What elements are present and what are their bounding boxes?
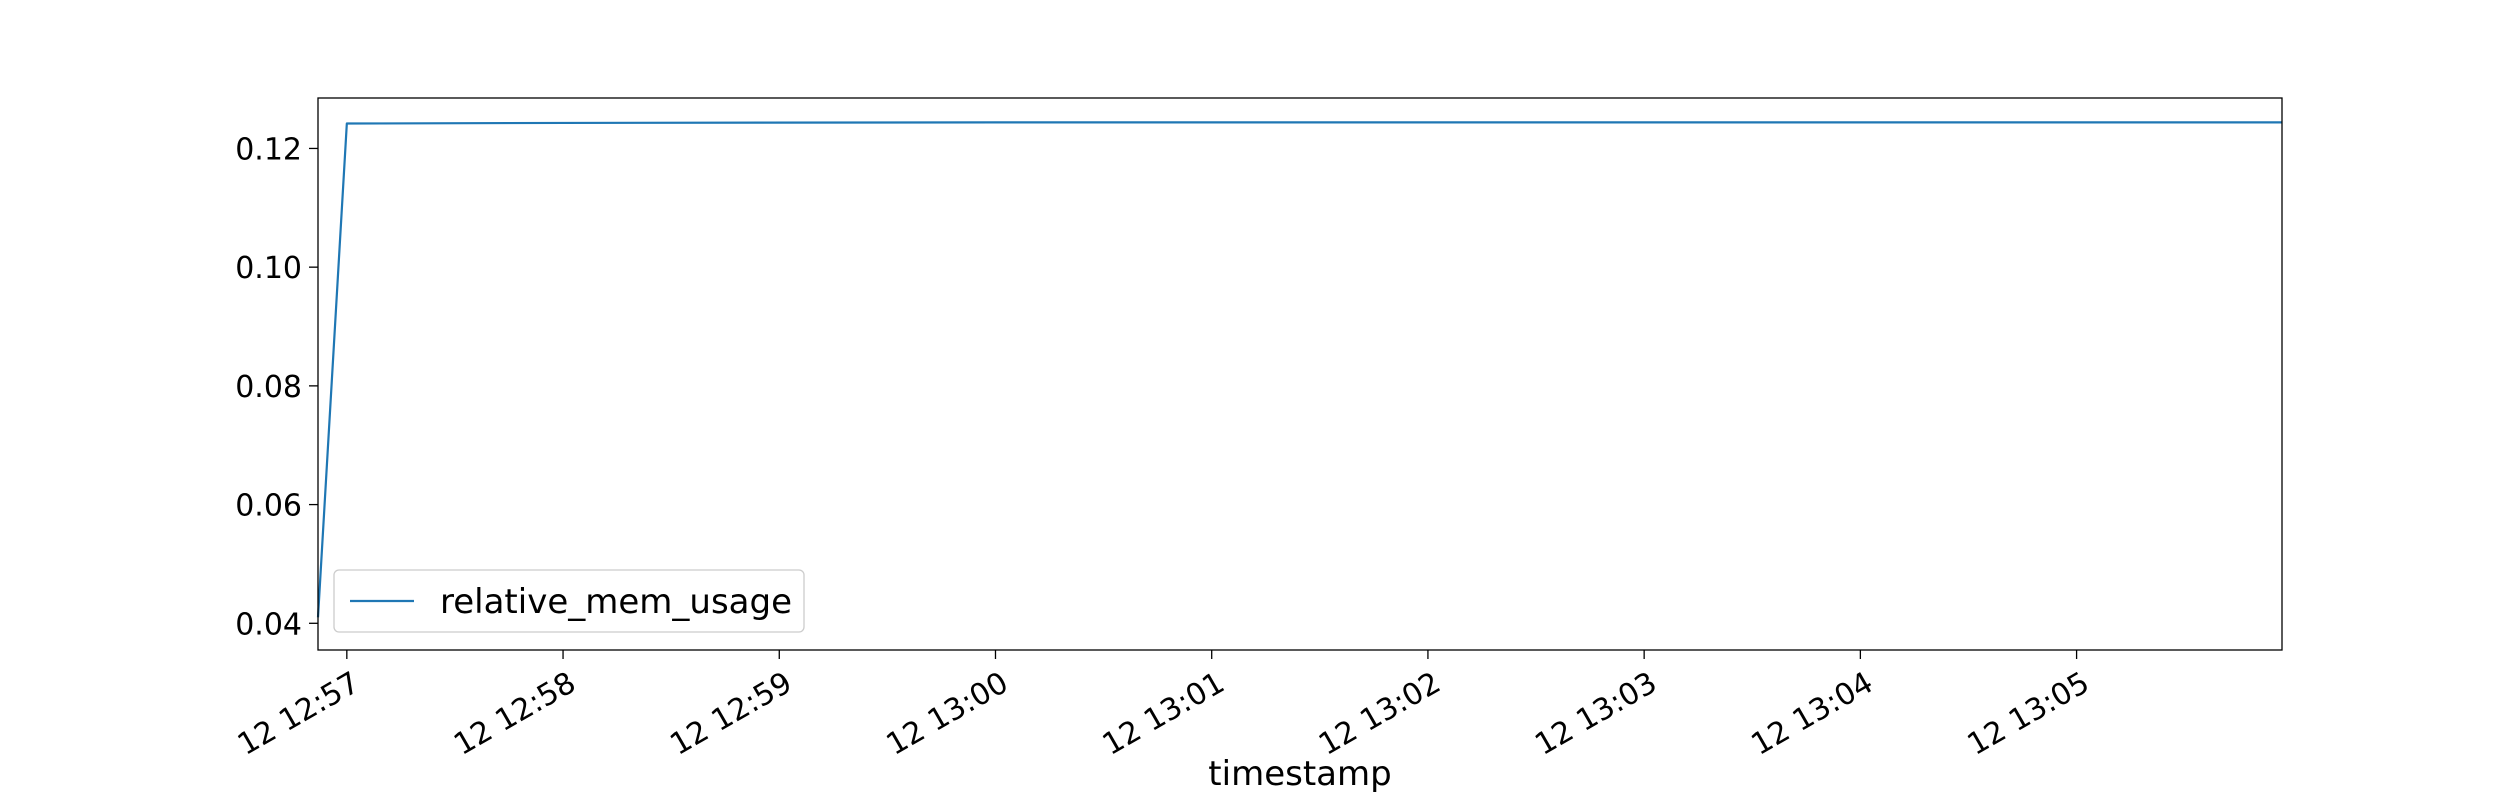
plot-area <box>316 121 2282 618</box>
x-tick-label: 12 13:04 <box>1745 665 1879 762</box>
legend: relative_mem_usage <box>333 569 805 633</box>
y-tick-label: 0.10 <box>235 251 302 286</box>
y-tick-label: 0.06 <box>235 489 302 524</box>
x-tick-label: 12 13:03 <box>1529 665 1663 762</box>
series-line-relative-mem-usage <box>316 121 2282 618</box>
x-tick-label: 12 12:57 <box>232 665 366 762</box>
x-axis: 12 12:57 12 12:58 12 12:59 12 13:00 12 13:01… <box>232 650 2095 763</box>
x-tick-label: 12 13:05 <box>1962 665 2096 762</box>
x-tick-label: 12 13:01 <box>1097 665 1231 762</box>
x-tick-label: 12 12:59 <box>664 665 798 762</box>
y-axis: 0.04 0.06 0.08 0.10 0.12 <box>235 132 318 642</box>
legend-label: relative_mem_usage <box>440 582 792 622</box>
axes-frame <box>317 97 2283 651</box>
y-tick-label: 0.08 <box>235 370 302 405</box>
y-tick-label: 0.04 <box>235 607 302 642</box>
legend-box <box>333 569 805 633</box>
y-tick-label: 0.12 <box>235 132 302 167</box>
x-tick-label: 12 13:00 <box>881 665 1015 762</box>
x-tick-label: 12 13:02 <box>1313 665 1447 762</box>
x-axis-label: timestamp <box>1208 754 1391 794</box>
x-tick-label: 12 12:58 <box>448 665 582 762</box>
